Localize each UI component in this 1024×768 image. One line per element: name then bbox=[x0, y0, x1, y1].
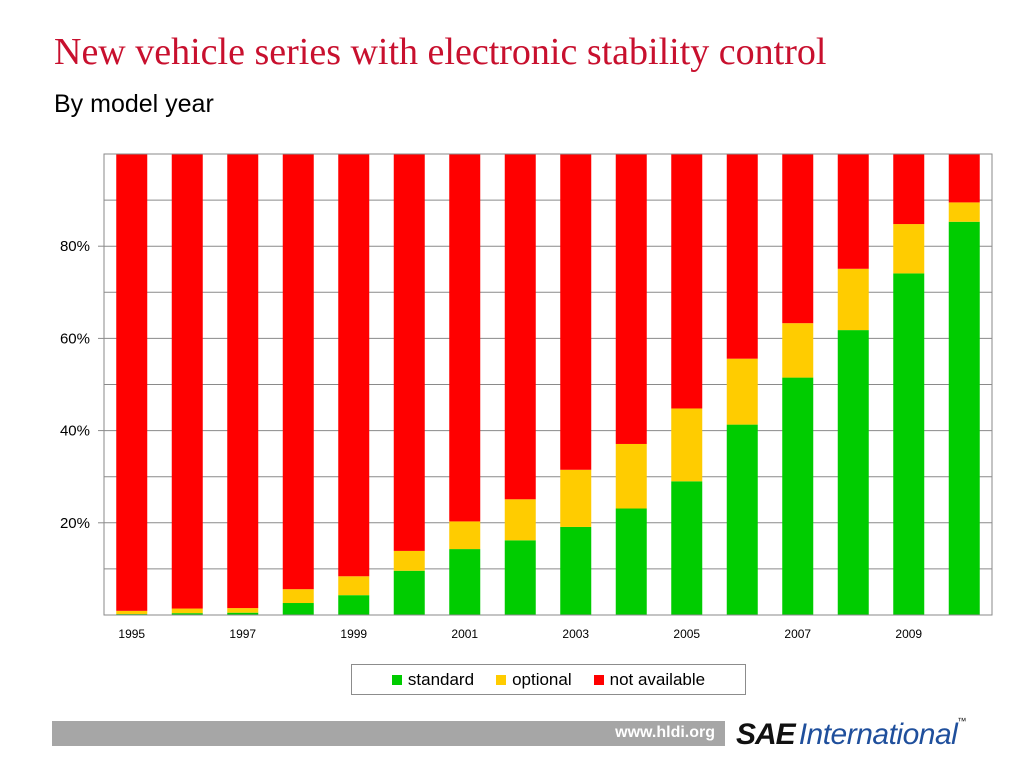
x-tick-label: 2007 bbox=[784, 627, 811, 641]
legend-swatch-optional bbox=[496, 674, 507, 685]
bar-standard-2010 bbox=[948, 221, 980, 615]
x-tick-label: 2005 bbox=[673, 627, 700, 641]
bar-standard-2004 bbox=[615, 508, 647, 615]
bar-standard-1999 bbox=[338, 595, 370, 615]
bar-standard-2008 bbox=[837, 330, 869, 615]
bar-optional-1999 bbox=[338, 576, 370, 596]
bar-not-available-2004 bbox=[615, 154, 647, 444]
legend-label-optional: optional bbox=[512, 669, 572, 689]
bar-optional-2002 bbox=[504, 499, 536, 541]
stacked-bar-chart: 20% 40% 60% 80% 1995 1997 1999 2001 2003 2005 200… bbox=[60, 153, 993, 641]
bars bbox=[116, 154, 980, 615]
bar-not-available-2009 bbox=[893, 154, 925, 225]
bar-standard-2009 bbox=[893, 273, 925, 615]
bar-standard-1998 bbox=[282, 603, 314, 615]
y-tick-label: 60% bbox=[60, 330, 90, 347]
legend: standard optional not available bbox=[351, 664, 746, 695]
bar-optional-1996 bbox=[171, 608, 203, 614]
bar-optional-1997 bbox=[227, 608, 259, 613]
bar-standard-2006 bbox=[726, 424, 758, 615]
logo-international-text: International bbox=[798, 718, 958, 751]
legend-label-not-available: not available bbox=[609, 669, 706, 689]
bar-not-available-2003 bbox=[560, 154, 592, 470]
legend-label-standard: standard bbox=[407, 669, 475, 689]
bar-not-available-1999 bbox=[338, 154, 370, 577]
logo-trademark: ™ bbox=[957, 716, 967, 726]
x-tick-label: 1995 bbox=[118, 627, 145, 641]
bar-optional-2000 bbox=[393, 550, 425, 571]
bar-optional-1995 bbox=[116, 610, 148, 615]
y-tick-label: 40% bbox=[60, 423, 90, 440]
legend-swatch-standard bbox=[391, 674, 402, 685]
bar-standard-2003 bbox=[560, 526, 592, 615]
y-tick-label: 80% bbox=[60, 238, 90, 255]
bar-standard-2000 bbox=[393, 570, 425, 615]
bar-not-available-2010 bbox=[948, 154, 980, 203]
axes bbox=[98, 153, 993, 616]
sae-international-logo: SAE International ™ bbox=[736, 712, 966, 752]
bar-standard-2007 bbox=[782, 377, 814, 615]
bar-not-available-1996 bbox=[171, 154, 203, 609]
footer-bar: www.hldi.org bbox=[52, 721, 725, 746]
bar-optional-2006 bbox=[726, 358, 758, 425]
y-tick-label: 20% bbox=[60, 515, 90, 532]
bar-optional-2009 bbox=[893, 224, 925, 274]
bar-not-available-2006 bbox=[726, 154, 758, 359]
x-tick-label: 1997 bbox=[229, 627, 256, 641]
x-tick-labels: 1995 1997 1999 2001 2003 2005 2007 2009 bbox=[118, 627, 922, 641]
bar-not-available-2001 bbox=[449, 154, 481, 522]
bar-optional-2001 bbox=[449, 521, 481, 550]
bar-standard-1996 bbox=[171, 613, 203, 615]
legend-swatch-not-available bbox=[593, 674, 604, 685]
chart-subtitle: By model year bbox=[54, 90, 214, 118]
footer-url-link[interactable]: www.hldi.org bbox=[615, 724, 715, 741]
chart-title: New vehicle series with electronic stabi… bbox=[54, 31, 827, 73]
bar-optional-2005 bbox=[671, 408, 703, 482]
bar-optional-2008 bbox=[837, 268, 869, 331]
x-tick-label: 2009 bbox=[895, 627, 922, 641]
bar-not-available-1995 bbox=[116, 154, 148, 611]
bar-optional-2003 bbox=[560, 469, 592, 527]
bar-not-available-2005 bbox=[671, 154, 703, 409]
y-tick-labels: 20% 40% 60% 80% bbox=[60, 238, 90, 532]
bar-optional-2010 bbox=[948, 202, 980, 222]
plot-frame bbox=[103, 153, 993, 616]
x-tick-label: 1999 bbox=[340, 627, 367, 641]
bar-not-available-2007 bbox=[782, 154, 814, 324]
bar-standard-2005 bbox=[671, 481, 703, 615]
x-tick-label: 2003 bbox=[562, 627, 589, 641]
bar-standard-1997 bbox=[227, 612, 259, 615]
logo-sae-text: SAE bbox=[736, 718, 796, 751]
bar-not-available-2008 bbox=[837, 154, 869, 269]
bar-optional-1998 bbox=[282, 589, 314, 604]
bar-standard-2002 bbox=[504, 540, 536, 615]
bar-not-available-1998 bbox=[282, 154, 314, 590]
legend-item-standard: standard bbox=[391, 669, 475, 690]
bar-optional-2004 bbox=[615, 443, 647, 509]
x-tick-label: 2001 bbox=[451, 627, 478, 641]
bar-optional-2007 bbox=[782, 323, 814, 378]
bar-not-available-1997 bbox=[227, 154, 259, 609]
bar-not-available-2002 bbox=[504, 154, 536, 500]
bar-standard-2001 bbox=[449, 549, 481, 615]
legend-item-optional: optional bbox=[496, 670, 572, 690]
bar-not-available-2000 bbox=[393, 154, 425, 551]
legend-item-not-available: not available bbox=[593, 669, 706, 690]
